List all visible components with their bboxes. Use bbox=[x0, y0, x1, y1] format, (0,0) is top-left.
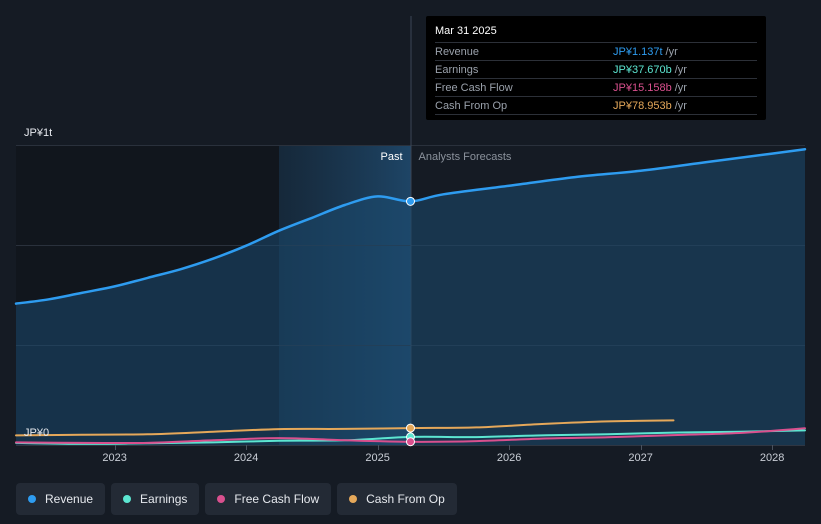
series-fills bbox=[16, 149, 805, 446]
tooltip-value: JP¥78.953b bbox=[613, 99, 672, 112]
free-cash-flow-marker bbox=[406, 437, 415, 447]
tooltip-label: Cash From Op bbox=[435, 99, 508, 112]
legend-label: Earnings bbox=[140, 492, 188, 506]
revenue-area bbox=[16, 149, 805, 446]
revenue-marker bbox=[406, 196, 415, 206]
cash-from-op-marker bbox=[406, 423, 415, 433]
tooltip-date: Mar 31 2025 bbox=[435, 25, 497, 37]
x-tick-label: 2028 bbox=[760, 452, 784, 464]
past-label: Past bbox=[380, 151, 402, 163]
legend-label: Revenue bbox=[45, 492, 94, 506]
legend-dot-icon bbox=[28, 495, 36, 503]
y-axis-bottom-label: JP¥0 bbox=[24, 427, 49, 439]
tooltip-row-earnings: Earnings JP¥37.670b /yr bbox=[435, 60, 757, 78]
tooltip-row-free-cash-flow: Free Cash Flow JP¥15.158b /yr bbox=[435, 78, 757, 96]
legend-label: Cash From Op bbox=[366, 492, 445, 506]
x-tick-label: 2026 bbox=[497, 452, 521, 464]
forecast-label: Analysts Forecasts bbox=[419, 151, 512, 163]
legend-label: Free Cash Flow bbox=[234, 492, 320, 506]
chart-canvas: 2023 2024 2025 2026 2027 2028 JP¥1t JP¥0 Past Ana… bbox=[14, 16, 807, 464]
tooltip-unit: /yr bbox=[665, 45, 678, 58]
legend-dot-icon bbox=[349, 495, 358, 503]
y-axis-top-label: JP¥1t bbox=[24, 127, 52, 139]
revenue-line bbox=[14, 148, 807, 305]
tooltip-value: JP¥15.158b bbox=[613, 81, 672, 94]
tooltip-value: JP¥37.670b bbox=[613, 63, 672, 76]
x-tick-label: 2024 bbox=[234, 452, 258, 464]
x-tick-label: 2027 bbox=[628, 452, 652, 464]
tooltip-unit: /yr bbox=[674, 63, 687, 76]
legend-item-earnings[interactable]: Earnings bbox=[111, 483, 200, 515]
axis-labels: 2023 2024 2025 2026 2027 2028 JP¥1t JP¥0 Past Ana… bbox=[24, 127, 784, 464]
legend-item-cash-from-op[interactable]: Cash From Op bbox=[337, 483, 457, 515]
x-tick-label: 2023 bbox=[102, 452, 126, 464]
cash-from-op-line bbox=[15, 419, 675, 437]
tooltip-row-cash-from-op: Cash From Op JP¥78.953b /yr bbox=[435, 96, 757, 115]
tooltip-label: Earnings bbox=[435, 63, 479, 76]
tooltip-label: Revenue bbox=[435, 45, 480, 58]
tooltip-label: Free Cash Flow bbox=[435, 81, 513, 94]
tooltip-value: JP¥1.137t bbox=[613, 45, 663, 58]
hover-tooltip: Mar 31 2025 Revenue JP¥1.137t /yr Earnin… bbox=[426, 16, 766, 120]
tooltip-unit: /yr bbox=[674, 81, 687, 94]
x-tick-label: 2025 bbox=[365, 452, 389, 464]
chart-legend: Revenue Earnings Free Cash Flow Cash Fro… bbox=[16, 483, 457, 515]
legend-dot-icon bbox=[217, 495, 226, 503]
tooltip-row-revenue: Revenue JP¥1.137t /yr bbox=[435, 42, 757, 60]
legend-item-revenue[interactable]: Revenue bbox=[16, 483, 106, 515]
tooltip-unit: /yr bbox=[674, 99, 687, 112]
hover-markers bbox=[406, 196, 415, 447]
legend-dot-icon bbox=[123, 495, 132, 503]
legend-item-free-cash-flow[interactable]: Free Cash Flow bbox=[205, 483, 332, 515]
